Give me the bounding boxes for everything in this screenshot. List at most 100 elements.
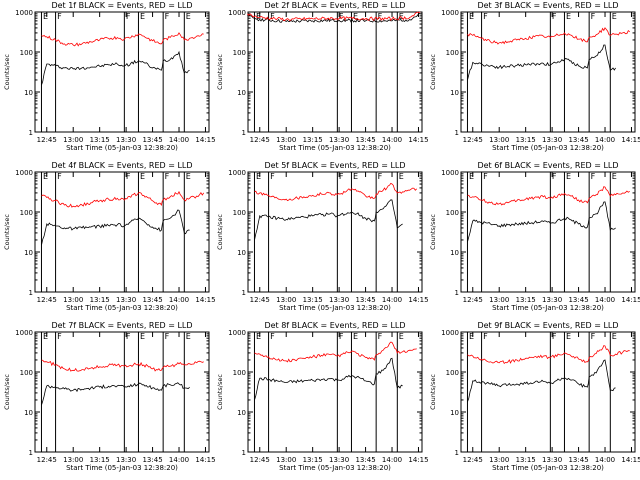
chart-title: Det 3f BLACK = Events, RED = LLD: [477, 1, 618, 10]
marker-label: F: [552, 172, 557, 181]
x-tick-label: 14:00: [382, 136, 402, 144]
detector-panel: Det 9f BLACK = Events, RED = LLD 1 10 100 10…: [426, 320, 640, 480]
y-tick-label: 1000: [228, 9, 246, 17]
chart-title: Det 4f BLACK = Events, RED = LLD: [51, 161, 192, 170]
lld-series-line: [467, 27, 630, 45]
y-axis-label: Counts/sec: [216, 54, 224, 90]
lld-series-line: [254, 182, 417, 202]
chart-title: Det 5f BLACK = Events, RED = LLD: [264, 161, 405, 170]
events-series-line: [467, 44, 616, 81]
x-tick-label: 13:00: [276, 296, 296, 304]
x-axis-label: Start Time (05-Jan-03 12:38:20): [492, 144, 604, 152]
x-axis-label: Start Time (05-Jan-03 12:38:20): [66, 304, 178, 312]
x-axis-label: Start Time (05-Jan-03 12:38:20): [279, 144, 391, 152]
x-tick-label: 13:45: [142, 456, 162, 464]
lld-series-line: [467, 345, 630, 365]
events-series-line: [247, 12, 421, 23]
y-tick-label: 1: [29, 289, 33, 297]
marker-label: E: [186, 12, 191, 21]
marker-label: F: [126, 12, 131, 21]
plot-frame: [460, 331, 636, 453]
chart-title: Det 6f BLACK = Events, RED = LLD: [477, 161, 618, 170]
lightcurve-chart: Det 3f BLACK = Events, RED = LLD 1 10 100 10…: [429, 1, 640, 152]
x-tick-label: 13:00: [63, 136, 83, 144]
chart-title: Det 8f BLACK = Events, RED = LLD: [264, 321, 405, 330]
plot-frame: [34, 171, 210, 293]
detector-panel: Det 2f BLACK = Events, RED = LLD 1 10 100 10…: [213, 0, 429, 160]
x-tick-label: 13:45: [355, 296, 375, 304]
x-tick-label: 13:30: [329, 296, 349, 304]
y-tick-label: 100: [446, 49, 459, 57]
detector-panel: Det 1f BLACK = Events, RED = LLD 1 10 100 10…: [0, 0, 216, 160]
detector-panel: Det 6f BLACK = Events, RED = LLD 1 10 100 10…: [426, 160, 640, 320]
x-tick-label: 13:15: [516, 456, 536, 464]
x-tick-label: 13:15: [516, 136, 536, 144]
marker-label: E: [612, 332, 617, 341]
lightcurve-chart: Det 4f BLACK = Events, RED = LLD 1 10 100 10…: [3, 161, 216, 312]
events-series-line: [467, 201, 616, 242]
y-tick-label: 10: [450, 249, 459, 257]
x-tick-label: 13:45: [142, 136, 162, 144]
x-tick-label: 13:45: [355, 136, 375, 144]
chart-title: Det 1f BLACK = Events, RED = LLD: [51, 1, 192, 10]
lightcurve-chart: Det 1f BLACK = Events, RED = LLD 1 10 100 10…: [3, 1, 216, 152]
x-axis-label: Start Time (05-Jan-03 12:38:20): [279, 464, 391, 472]
x-tick-label: 13:45: [568, 136, 588, 144]
x-axis-label: Start Time (05-Jan-03 12:38:20): [66, 144, 178, 152]
marker-label: E: [612, 172, 617, 181]
x-axis-label: Start Time (05-Jan-03 12:38:20): [492, 464, 604, 472]
x-tick-label: 12:45: [463, 136, 483, 144]
marker-label: F: [339, 172, 344, 181]
marker-label: E: [256, 12, 261, 21]
x-tick-label: 14:15: [195, 296, 215, 304]
marker-label: E: [43, 172, 48, 181]
y-tick-label: 100: [20, 49, 33, 57]
events-series-line: [41, 209, 190, 246]
lld-series-line: [41, 190, 205, 208]
marker-label: E: [353, 332, 358, 341]
y-tick-label: 1: [242, 289, 246, 297]
x-axis-label: Start Time (05-Jan-03 12:38:20): [66, 464, 178, 472]
marker-label: E: [140, 12, 145, 21]
marker-label: E: [256, 332, 261, 341]
marker-label: E: [353, 172, 358, 181]
marker-label: E: [469, 172, 474, 181]
x-tick-label: 12:45: [250, 136, 270, 144]
marker-label: F: [270, 172, 275, 181]
x-tick-label: 14:00: [595, 136, 615, 144]
y-axis-label: Counts/sec: [429, 214, 437, 250]
events-series-line: [467, 359, 616, 402]
lightcurve-chart: Det 2f BLACK = Events, RED = LLD 1 10 100 10…: [216, 1, 429, 152]
y-axis-label: Counts/sec: [216, 374, 224, 410]
detector-panel: Det 7f BLACK = Events, RED = LLD 1 10 100 10…: [0, 320, 216, 480]
chart-title: Det 7f BLACK = Events, RED = LLD: [51, 321, 192, 330]
marker-label: F: [483, 332, 488, 341]
x-tick-label: 14:15: [195, 456, 215, 464]
x-axis-label: Start Time (05-Jan-03 12:38:20): [279, 304, 391, 312]
marker-label: F: [339, 332, 344, 341]
y-tick-label: 1000: [228, 329, 246, 337]
plot-frame: [34, 331, 210, 453]
lld-series-line: [467, 186, 630, 206]
plot-frame: [460, 11, 636, 133]
y-axis-label: Counts/sec: [429, 54, 437, 90]
x-tick-label: 12:45: [250, 456, 270, 464]
y-tick-label: 10: [24, 249, 33, 257]
x-tick-label: 13:30: [116, 456, 136, 464]
marker-label: E: [256, 172, 261, 181]
x-tick-label: 13:00: [63, 456, 83, 464]
x-tick-label: 12:45: [37, 456, 57, 464]
y-tick-label: 100: [446, 209, 459, 217]
x-tick-label: 14:00: [169, 456, 189, 464]
marker-label: E: [43, 12, 48, 21]
x-tick-label: 14:00: [382, 296, 402, 304]
lld-series-line: [41, 32, 204, 47]
marker-label: F: [552, 332, 557, 341]
y-tick-label: 1: [242, 129, 246, 137]
marker-label: E: [612, 12, 617, 21]
plot-frame: [247, 171, 423, 293]
y-tick-label: 10: [24, 409, 33, 417]
y-tick-label: 1000: [15, 9, 33, 17]
x-tick-label: 13:30: [542, 456, 562, 464]
